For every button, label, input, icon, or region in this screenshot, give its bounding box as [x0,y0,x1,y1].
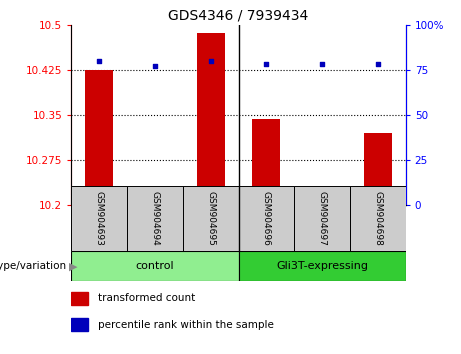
Bar [238,251,406,281]
Bar [71,251,239,281]
Bar [364,133,392,205]
Bar [127,186,183,251]
Text: GSM904693: GSM904693 [95,191,104,246]
Bar [71,292,88,305]
Text: GSM904695: GSM904695 [206,191,215,246]
Point [374,62,382,67]
Point [263,62,270,67]
Bar [183,186,238,251]
Bar [350,186,406,251]
Point [207,58,214,64]
Text: GSM904697: GSM904697 [318,191,327,246]
Text: ▶: ▶ [69,261,77,272]
Point [95,58,103,64]
Bar [238,186,294,251]
Text: genotype/variation: genotype/variation [0,261,67,272]
Text: GSM904696: GSM904696 [262,191,271,246]
Point [319,62,326,67]
Bar [141,200,169,205]
Text: transformed count: transformed count [98,293,195,303]
Bar [197,33,225,205]
Bar [308,190,336,205]
Text: Gli3T-expressing: Gli3T-expressing [276,261,368,272]
Bar [71,318,88,331]
Title: GDS4346 / 7939434: GDS4346 / 7939434 [168,8,309,22]
Text: GSM904694: GSM904694 [150,191,160,246]
Bar [253,119,280,205]
Text: control: control [136,261,174,272]
Text: percentile rank within the sample: percentile rank within the sample [98,320,274,330]
Text: GSM904698: GSM904698 [373,191,382,246]
Bar [294,186,350,251]
Bar [85,70,113,205]
Point [151,63,159,69]
Bar [71,186,127,251]
